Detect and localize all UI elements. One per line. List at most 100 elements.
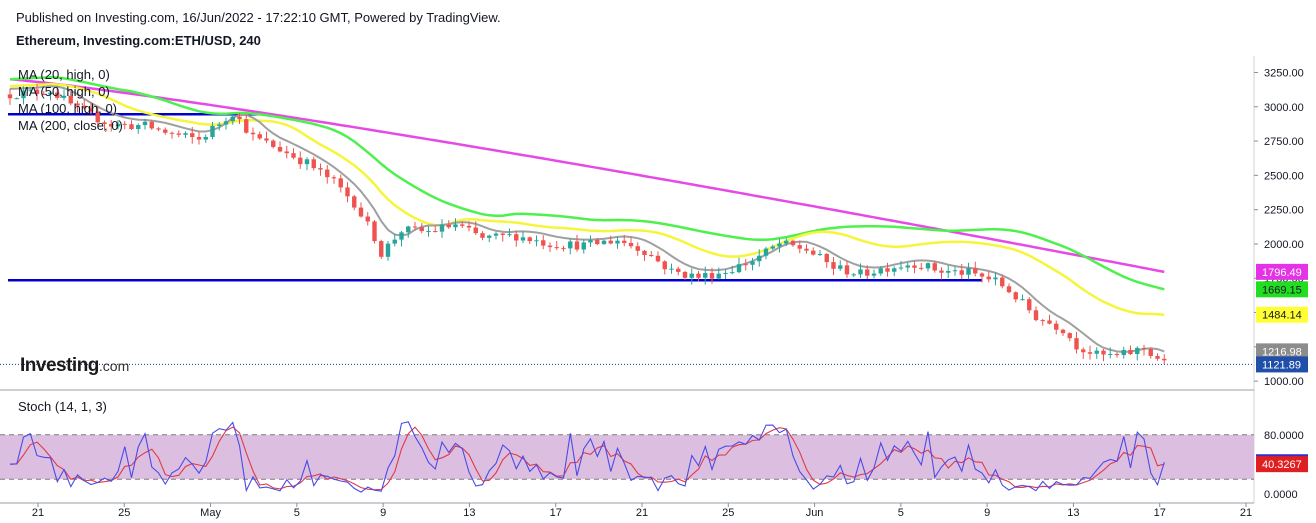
y-tick-label: 2500.00 [1264, 170, 1304, 182]
candle [61, 95, 67, 98]
candle [1128, 349, 1133, 355]
x-tick-label: 25 [118, 507, 130, 519]
candle [993, 277, 998, 280]
x-tick-label: 9 [984, 507, 990, 519]
candle [480, 233, 485, 238]
candle [959, 270, 964, 275]
ma-line-4 [9, 78, 1165, 274]
candle [858, 269, 863, 275]
candle [676, 268, 681, 272]
stoch-title: Stoch (14, 1, 3) [18, 399, 107, 414]
candle [500, 233, 505, 235]
ma-value-tag-bg [1256, 263, 1308, 280]
stoch-band [0, 434, 1254, 480]
x-tick-label: 9 [380, 507, 386, 519]
candle [919, 267, 924, 269]
candle [399, 232, 404, 240]
candle [588, 239, 593, 243]
candle [338, 178, 343, 188]
candle [831, 262, 836, 269]
candle [878, 268, 883, 274]
ma-line-2 [9, 82, 1165, 316]
stoch-d-tag-bg [1256, 456, 1308, 473]
legend-item-ma50: MA (50, high, 0) [18, 84, 110, 99]
candle [1067, 333, 1072, 339]
candle [1047, 320, 1052, 324]
candle [608, 240, 613, 244]
x-tick-label: 13 [1067, 507, 1079, 519]
candle [115, 123, 121, 127]
candle [102, 122, 107, 125]
candle [770, 246, 775, 249]
candle [547, 245, 553, 248]
candle [1121, 349, 1126, 356]
candle [615, 240, 620, 244]
candle [1074, 338, 1079, 350]
candle [662, 261, 667, 270]
candle [574, 241, 580, 250]
candle [109, 124, 114, 127]
ma-value-tag: 1796.49 [1262, 267, 1302, 279]
candle [75, 103, 80, 106]
candle [196, 137, 202, 140]
candle [932, 263, 937, 271]
candle [493, 233, 499, 236]
candle [298, 157, 303, 165]
candle [311, 159, 316, 169]
candle [14, 98, 19, 100]
candle [325, 169, 330, 178]
ma-value-tag-bg [1256, 343, 1308, 360]
candle [345, 187, 350, 197]
candle [804, 248, 809, 251]
candle [34, 89, 40, 94]
candle [871, 273, 877, 276]
stoch-k-line [9, 421, 1165, 493]
candle [1101, 350, 1106, 355]
candle [527, 237, 532, 242]
candle [392, 239, 397, 244]
candle [979, 273, 985, 277]
candle [777, 243, 782, 247]
candle [939, 270, 944, 273]
candle [885, 268, 890, 272]
candle [912, 265, 917, 268]
candle [412, 226, 418, 228]
candle [824, 254, 829, 263]
candle [365, 216, 370, 222]
candle [68, 95, 73, 104]
x-tick-label: 13 [463, 507, 475, 519]
candle [1108, 353, 1113, 355]
candle [649, 254, 654, 256]
candle [7, 94, 13, 99]
candle [406, 226, 411, 233]
x-tick-label: 5 [294, 507, 300, 519]
candle [716, 273, 721, 279]
candle [291, 153, 296, 158]
legend-item-ma20: MA (20, high, 0) [18, 67, 110, 82]
y-tick-label: 3250.00 [1264, 67, 1304, 79]
candle [635, 246, 640, 251]
candle [176, 133, 181, 135]
candle [277, 146, 283, 152]
ma-value-tag: 1484.14 [1262, 310, 1302, 322]
candle [628, 243, 634, 247]
y-tick-label: 1000.00 [1264, 376, 1304, 388]
candle [257, 134, 262, 139]
candle [48, 92, 53, 95]
candle [28, 89, 33, 91]
candle [973, 268, 978, 274]
candle [203, 136, 208, 140]
candle [892, 268, 897, 272]
candle [851, 274, 856, 276]
stoch-d-line [9, 426, 1165, 491]
candle [379, 241, 384, 257]
candle [709, 273, 715, 279]
candle [217, 124, 222, 126]
x-tick-label: Jun [806, 507, 824, 519]
candle [1013, 292, 1018, 300]
candle [95, 111, 100, 123]
candle [304, 159, 310, 165]
candle [622, 240, 627, 244]
candle [439, 224, 445, 232]
